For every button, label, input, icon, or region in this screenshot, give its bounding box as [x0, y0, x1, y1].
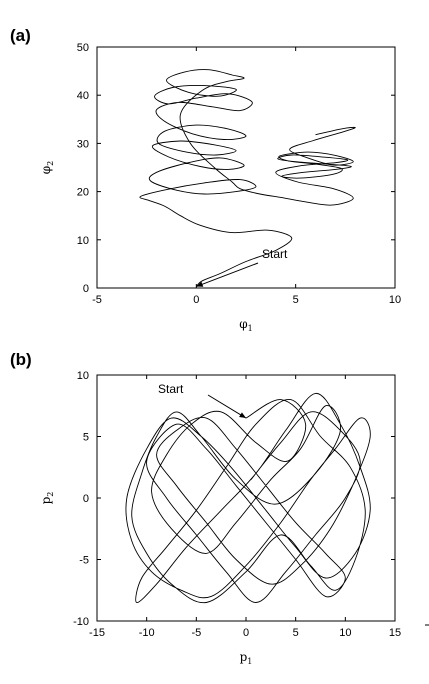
panel-b-y-tick-label: 5 — [83, 432, 89, 444]
panel-b-start-arrow — [207, 394, 247, 419]
panel-a-start-annotation: Start — [262, 247, 288, 261]
panel-b-start-annotation: Start — [158, 382, 184, 396]
panel-a-y-axis-label: φ2 — [39, 161, 55, 175]
panel-b-x-tick-label: 0 — [243, 627, 249, 639]
panel-a-x-tick-label: 10 — [389, 294, 401, 306]
panel-a-start-arrowhead — [196, 281, 204, 287]
panel-b-y-tick-label: 0 — [83, 493, 89, 505]
panel-b-y-tick-label: -10 — [73, 616, 89, 628]
panel-a-x-tick-label: -5 — [92, 294, 102, 306]
panel-b-x-tick-label: 5 — [293, 627, 299, 639]
panel-a-plot-frame — [96, 46, 396, 289]
panel-b-y-axis-label: p2 — [39, 492, 55, 505]
panel-b-y-tick-label: -5 — [79, 555, 89, 567]
panel-a-label: (a) — [10, 26, 31, 45]
panel-a-y-tick-label: 50 — [77, 42, 89, 54]
panel-a-start-arrow — [196, 262, 259, 288]
panel-b-x-tick-label: 15 — [389, 627, 401, 639]
panel-b-start-arrowhead — [239, 412, 246, 419]
panel-a-x-tick-label: 0 — [193, 294, 199, 306]
panel-b-x-axis-label: p1 — [240, 650, 253, 666]
panel-a-y-tick-label: 0 — [83, 283, 89, 295]
panel-a-y-tick-label: 30 — [77, 138, 89, 150]
panel-b-x-tick-label: -10 — [139, 627, 155, 639]
panel-b-x-tick-label: -5 — [191, 627, 201, 639]
panel-b-x-tick-label: -15 — [89, 627, 105, 639]
panel-a-x-tick-label: 5 — [293, 294, 299, 306]
panel-a-y-tick-label: 20 — [77, 187, 89, 199]
panel-b-trajectory-line — [125, 392, 371, 604]
panel-a-y-tick-label: 10 — [77, 235, 89, 247]
panel-a-trajectory-line — [139, 69, 356, 287]
panel-b-y-tick-label: 10 — [77, 370, 89, 382]
panel-a-x-axis-label: φ1 — [239, 317, 253, 333]
panel-b-label: (b) — [10, 350, 32, 369]
panel-b-x-tick-label: 10 — [339, 627, 351, 639]
panel-a-y-tick-label: 40 — [77, 90, 89, 102]
